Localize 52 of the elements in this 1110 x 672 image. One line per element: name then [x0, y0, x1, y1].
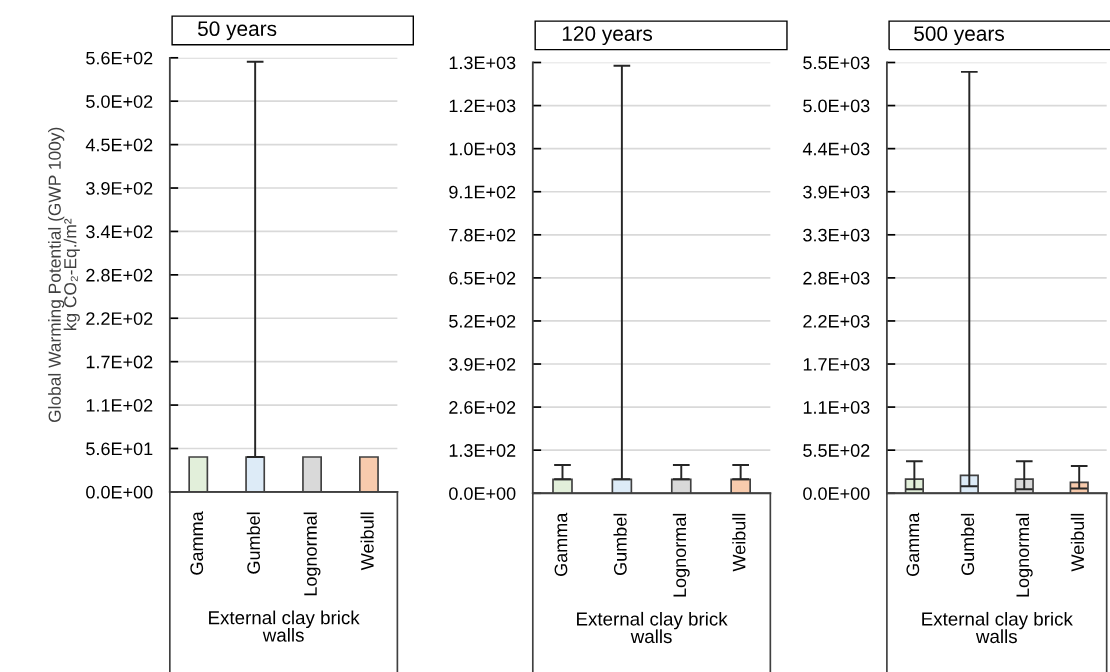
y-tick-label: 0.0E+00: [449, 487, 516, 500]
x-tick-label: Lognormal: [303, 512, 321, 596]
x-tick-label: Weibull: [360, 512, 374, 571]
y-tick-label: 4.5E+02: [85, 138, 153, 152]
y-tick-label: 2.8E+03: [803, 271, 870, 285]
y-tick-label: 2.8E+02: [86, 268, 153, 282]
x-axis-title: External clay brick walls: [209, 610, 360, 642]
y-tick-label: 5.5E+03: [803, 56, 870, 70]
y-tick-label: 1.1E+03: [803, 401, 870, 414]
y-tick-label: 3.9E+02: [86, 181, 153, 195]
x-tick-label: Gamma: [190, 511, 204, 575]
y-tick-label: 5.6E+01: [86, 442, 153, 456]
y-tick-label: 5.6E+02: [86, 51, 153, 65]
x-axis-title: External clay brick walls: [922, 611, 1073, 644]
y-tick-label: 5.0E+02: [86, 95, 153, 108]
y-tick-label: 1.7E+03: [803, 357, 870, 371]
y-tick-label: 1.2E+03: [449, 99, 516, 113]
y-tick-label: 4.4E+03: [802, 142, 870, 156]
chart-title: 120 years: [562, 26, 653, 46]
x-tick-label: Gamma: [554, 512, 568, 576]
y-tick-label: 1.0E+03: [449, 142, 516, 156]
x-tick-label: Lognormal: [1015, 513, 1033, 597]
y-tick-label: 1.3E+03: [449, 56, 516, 70]
y-tick-label: 1.3E+02: [449, 444, 516, 457]
x-tick-label: Lognormal: [672, 513, 690, 597]
y-tick-label: 2.2E+02: [86, 312, 153, 325]
y-tick-label: 5.0E+03: [803, 99, 870, 113]
y-tick-label: 2.6E+02: [449, 401, 516, 414]
y-tick-label: 3.4E+02: [86, 225, 153, 239]
y-tick-label: 7.8E+02: [449, 228, 516, 242]
chart-title: 500 years: [914, 26, 1004, 46]
x-tick-label: Weibull: [1070, 513, 1085, 572]
chart-title: 50 years: [197, 21, 277, 41]
x-tick-label: Weibull: [732, 513, 746, 572]
y-tick-label: 0.0E+00: [86, 485, 153, 499]
x-axis-title: External clay brick walls: [577, 611, 728, 644]
y-tick-label: 3.9E+02: [449, 357, 516, 371]
x-tick-label: Gumbel: [960, 513, 975, 575]
y-tick-label: 5.5E+02: [803, 444, 870, 457]
y-tick-label: 1.7E+02: [86, 355, 153, 369]
x-tick-label: Gumbel: [246, 512, 261, 574]
x-tick-label: Gamma: [906, 512, 920, 576]
y-tick-label: 1.1E+02: [86, 399, 153, 412]
y-tick-label: 9.1E+02: [449, 185, 516, 199]
y-tick-label: 0.0E+00: [803, 487, 870, 500]
y-axis-title: Global Warming Potential (GWP 100y) kg CO₂-Eq./m²: [48, 127, 80, 423]
y-tick-label: 2.2E+03: [803, 314, 870, 328]
y-tick-label: 5.2E+02: [449, 314, 516, 328]
y-tick-label: 6.5E+02: [449, 271, 516, 285]
y-tick-label: 3.3E+03: [803, 228, 870, 242]
x-tick-label: Gumbel: [613, 513, 627, 575]
y-tick-label: 3.9E+03: [803, 185, 870, 199]
